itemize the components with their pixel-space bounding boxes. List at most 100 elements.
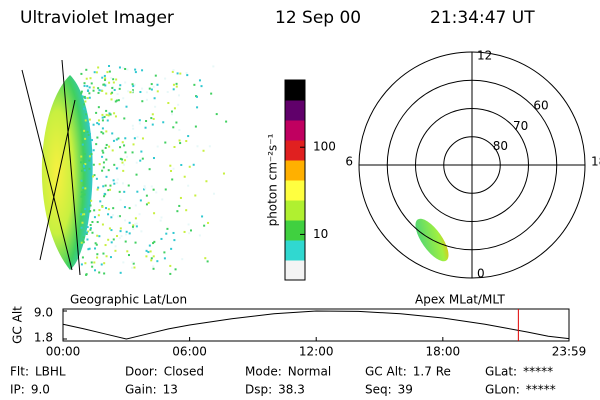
speck: [198, 79, 201, 82]
status-value: Normal: [288, 365, 331, 379]
speck: [128, 232, 131, 235]
speck: [80, 241, 83, 244]
speck: [85, 113, 88, 116]
date: 12 Sep 00: [275, 8, 361, 28]
speck: [91, 220, 94, 223]
speck: [156, 145, 159, 148]
speck: [97, 186, 100, 189]
speck: [88, 155, 91, 158]
speck: [147, 251, 150, 254]
speck: [172, 231, 175, 234]
speck: [180, 163, 183, 166]
speck: [94, 242, 97, 245]
speck: [115, 235, 118, 238]
speck: [171, 178, 174, 181]
speck: [104, 77, 107, 80]
speck: [134, 241, 137, 244]
speck: [132, 224, 135, 227]
speck: [134, 68, 137, 71]
speck: [132, 228, 135, 231]
speck: [101, 205, 104, 208]
speck: [172, 88, 175, 91]
speck: [153, 212, 156, 215]
speck: [84, 187, 87, 190]
speck: [90, 174, 93, 177]
speck: [94, 247, 97, 250]
speck: [169, 264, 172, 267]
speck: [179, 72, 182, 75]
speck: [105, 207, 108, 210]
speck: [174, 268, 177, 271]
speck: [140, 150, 143, 153]
speck: [143, 185, 146, 188]
speck: [100, 131, 103, 134]
status-label: GLat:: [485, 365, 517, 379]
speck: [173, 239, 176, 242]
speck: [132, 143, 135, 146]
speck: [118, 237, 121, 240]
noise: [80, 65, 228, 276]
speck: [163, 257, 166, 260]
speck: [106, 119, 109, 122]
speck: [107, 169, 110, 172]
speck: [111, 132, 114, 135]
speck: [92, 163, 95, 166]
speck: [139, 199, 142, 202]
speck: [124, 137, 127, 140]
speck: [89, 77, 92, 80]
speck: [90, 153, 93, 156]
speck: [175, 82, 178, 85]
speck: [134, 217, 137, 220]
speck: [134, 71, 137, 74]
speck: [122, 169, 125, 172]
speck: [98, 163, 101, 166]
speck: [102, 252, 105, 255]
speck: [144, 187, 147, 190]
speck: [141, 137, 144, 140]
speck: [123, 144, 126, 147]
status-label: Mode:: [245, 365, 282, 379]
speck: [109, 188, 112, 191]
speck: [103, 262, 106, 265]
speck: [81, 256, 84, 259]
speck: [129, 91, 132, 94]
speck: [106, 71, 109, 74]
speck: [117, 137, 120, 140]
speck: [124, 240, 127, 243]
speck: [206, 260, 209, 263]
speck: [101, 119, 104, 122]
speck: [118, 215, 121, 218]
speck: [148, 244, 151, 247]
speck: [91, 231, 94, 234]
speck: [107, 238, 110, 241]
speck: [101, 113, 104, 116]
speck: [119, 227, 122, 230]
speck: [104, 78, 107, 81]
speck: [175, 85, 178, 88]
speck: [152, 242, 155, 245]
speck: [92, 89, 95, 92]
speck: [133, 266, 136, 269]
speck: [95, 243, 98, 246]
speck: [86, 238, 89, 241]
status-value: Closed: [164, 365, 204, 379]
speck: [80, 128, 83, 131]
speck: [189, 229, 192, 232]
speck: [105, 130, 108, 133]
speck: [145, 203, 148, 206]
speck: [80, 195, 83, 198]
speck: [198, 234, 201, 237]
status-label: Dsp:: [245, 383, 272, 397]
speck: [107, 189, 110, 192]
speck: [124, 219, 127, 222]
speck: [81, 143, 84, 146]
speck: [117, 99, 120, 102]
speck: [135, 222, 138, 225]
speck: [112, 81, 115, 84]
speck: [89, 228, 92, 231]
speck: [83, 107, 86, 110]
speck: [207, 221, 210, 224]
speck: [187, 135, 190, 138]
speck: [150, 117, 153, 120]
speck: [132, 127, 135, 130]
